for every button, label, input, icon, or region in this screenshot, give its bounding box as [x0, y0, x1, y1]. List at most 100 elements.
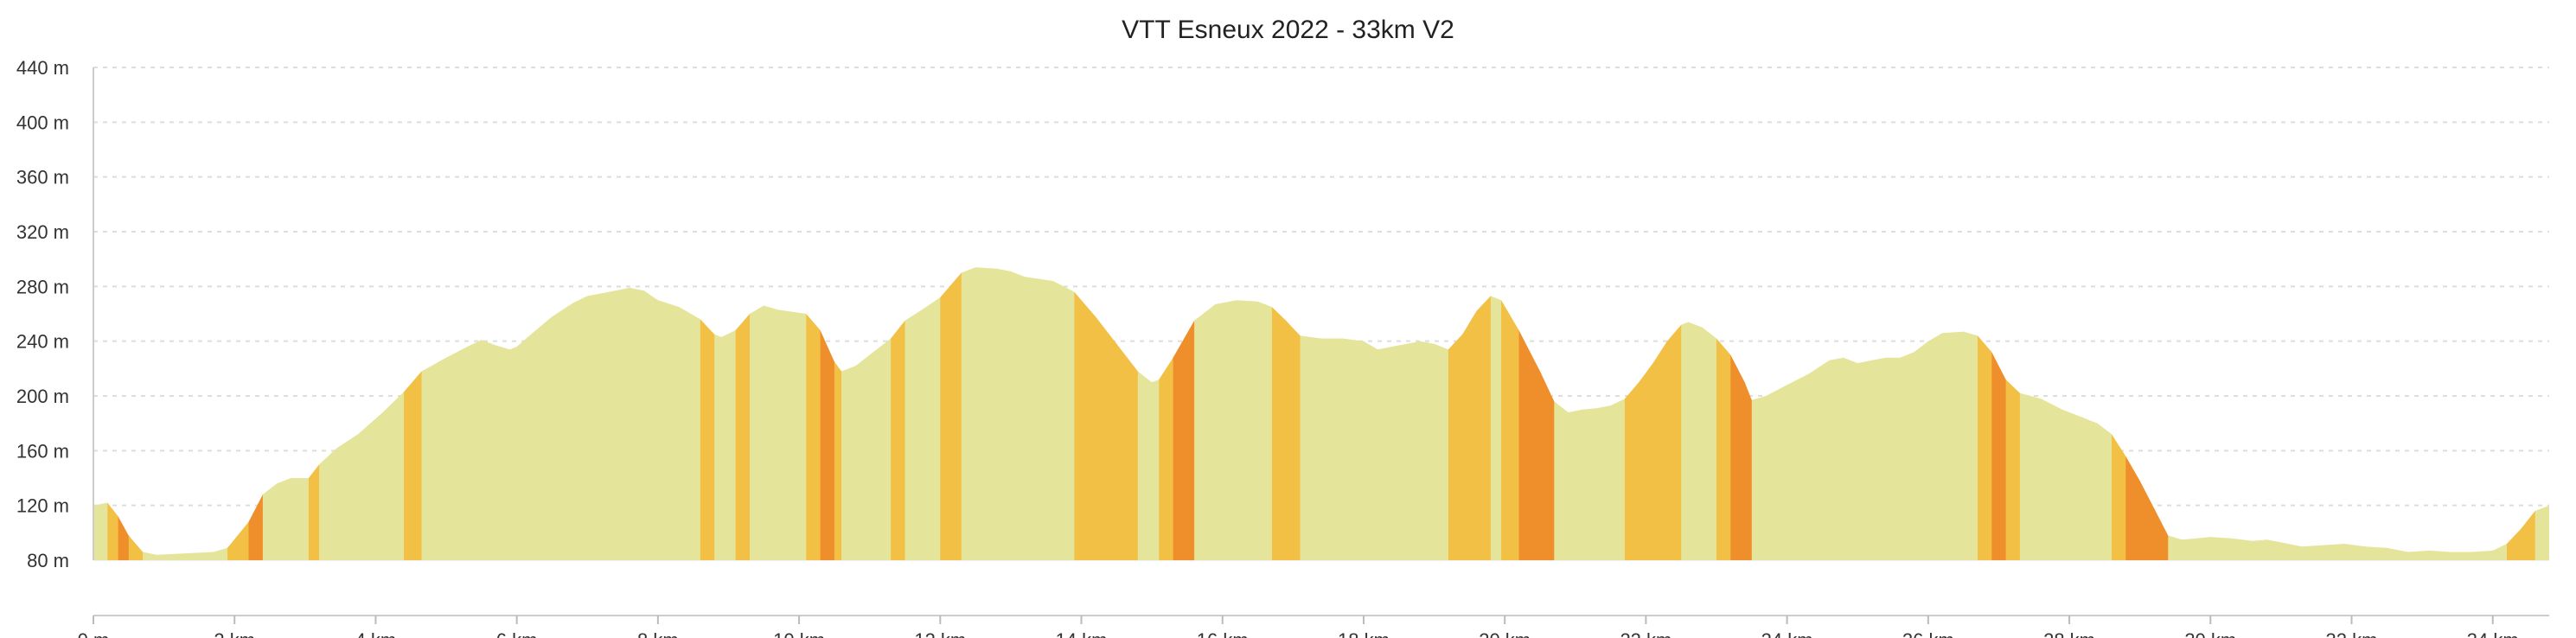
x-tick-label: 20 km — [1479, 629, 1531, 638]
y-tick-label: 440 m — [16, 57, 69, 79]
elevation-segment — [679, 267, 701, 560]
elevation-segment — [1476, 267, 1492, 560]
elevation-segment — [291, 267, 310, 560]
elevation-segment — [1978, 267, 1992, 560]
elevation-segment — [891, 267, 906, 560]
x-tick-label: 28 km — [2043, 629, 2095, 638]
elevation-segment — [820, 267, 835, 560]
elevation-segment — [2266, 267, 2282, 560]
elevation-segment — [93, 267, 108, 560]
elevation-segment — [2168, 267, 2183, 560]
elevation-segment — [2450, 267, 2472, 560]
elevation-segment — [1237, 267, 1259, 560]
elevation-segment — [143, 267, 157, 560]
elevation-segment — [1963, 267, 1978, 560]
x-tick-label: 14 km — [1056, 629, 1108, 638]
elevation-segment — [1900, 267, 1915, 560]
elevation-segment — [248, 267, 264, 560]
elevation-segment — [1159, 267, 1174, 560]
elevation-segment — [643, 267, 659, 560]
elevation-segment — [1927, 267, 1943, 560]
elevation-segment — [2019, 267, 2042, 560]
elevation-segment — [2492, 267, 2508, 560]
elevation-segment — [2253, 267, 2268, 560]
elevation-segment — [1300, 267, 1322, 560]
elevation-segment — [2083, 267, 2099, 560]
elevation-segment — [750, 267, 764, 560]
elevation-segment — [721, 267, 737, 560]
elevation-segment — [2097, 267, 2113, 560]
x-tick-label: 34 km — [2467, 629, 2519, 638]
elevation-segment — [1568, 267, 1583, 560]
elevation-segment — [2323, 267, 2345, 560]
elevation-segment — [1666, 267, 1682, 560]
elevation-segment — [1025, 267, 1054, 560]
elevation-segment — [1688, 267, 1703, 560]
elevation-segment — [1116, 267, 1139, 560]
elevation-segment — [806, 267, 821, 560]
elevation-segment — [1342, 267, 1365, 560]
elevation-segment — [714, 267, 722, 560]
elevation-segment — [700, 267, 715, 560]
x-tick-label: 6 km — [496, 629, 538, 638]
elevation-segment — [2344, 267, 2367, 560]
elevation-segment — [2210, 267, 2233, 560]
elevation-segment — [118, 267, 130, 560]
elevation-segment — [1554, 267, 1569, 560]
y-tick-label: 360 m — [16, 167, 69, 188]
elevation-segment — [608, 267, 630, 560]
elevation-segment — [2507, 267, 2522, 560]
elevation-segment — [1652, 267, 1668, 560]
x-tick-label: 2 km — [214, 629, 255, 638]
elevation-segment — [404, 267, 423, 560]
elevation-segment — [855, 267, 871, 560]
elevation-segment — [2365, 267, 2387, 560]
x-tick-label: 26 km — [1902, 629, 1954, 638]
elevation-segment — [1152, 267, 1160, 560]
elevation-segment — [1173, 267, 1195, 560]
elevation-segment — [1681, 267, 1689, 560]
x-tick-label: 4 km — [355, 629, 397, 638]
elevation-segment — [1010, 267, 1026, 560]
elevation-segment — [2005, 267, 2021, 560]
elevation-segment — [961, 267, 976, 560]
elevation-segment — [1286, 267, 1301, 560]
elevation-segment — [308, 267, 320, 560]
elevation-segment — [2387, 267, 2409, 560]
elevation-segment — [1751, 267, 1767, 560]
elevation-segment — [1610, 267, 1626, 560]
elevation-segment — [1730, 267, 1746, 560]
elevation-segment — [531, 267, 553, 560]
elevation-segment — [1871, 267, 1887, 560]
elevation-segment — [1420, 267, 1435, 560]
elevation-segment — [572, 267, 588, 560]
elevation-segment — [157, 267, 186, 560]
elevation-segment — [1624, 267, 1640, 560]
elevation-segment — [1639, 267, 1654, 560]
elevation-segment — [1787, 267, 1809, 560]
elevation-segment — [446, 267, 469, 560]
elevation-segment — [1377, 267, 1393, 560]
elevation-segment — [2112, 267, 2126, 560]
elevation-segment — [1942, 267, 1965, 560]
elevation-segment — [657, 267, 680, 560]
elevation-segment — [213, 267, 228, 560]
elevation-segment — [2182, 267, 2197, 560]
x-tick-label: 12 km — [914, 629, 966, 638]
x-tick-label: 0 m — [78, 629, 110, 638]
elevation-segment — [869, 267, 892, 560]
elevation-segment — [227, 267, 250, 560]
elevation-segment — [1462, 267, 1478, 560]
elevation-segment — [1137, 267, 1153, 560]
chart-title: VTT Esneux 2022 - 33km V2 — [1122, 16, 1454, 44]
elevation-segment — [834, 267, 842, 560]
elevation-segment — [1095, 267, 1117, 560]
elevation-segment — [1448, 267, 1463, 560]
elevation-segment — [107, 267, 119, 560]
elevation-segment — [2521, 267, 2536, 560]
elevation-segment — [552, 267, 574, 560]
elevation-segment — [1716, 267, 1731, 560]
elevation-segment — [777, 267, 807, 560]
